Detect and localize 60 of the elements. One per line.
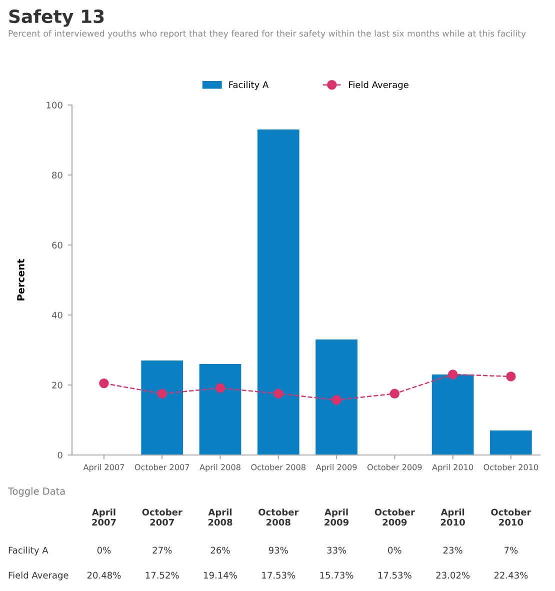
x-tick-label: April 2008 <box>200 464 240 472</box>
x-tick-label: October 2008 <box>251 464 306 470</box>
y-tick-label: 80 <box>52 172 62 179</box>
legend-label: Facility A <box>229 81 269 90</box>
bar <box>141 360 184 455</box>
data-label: 23% <box>443 546 462 554</box>
data-label: 19.14% <box>204 572 237 579</box>
x-tick-label: October 2007 <box>134 464 190 470</box>
category-label: April 2008 <box>208 508 232 526</box>
bar <box>432 374 474 455</box>
chart-title: Safety 13 <box>9 9 104 27</box>
x-tick-label: April 2010 <box>432 464 473 472</box>
data-label: 27% <box>152 546 172 554</box>
point <box>332 395 342 405</box>
category-label: October 2010 <box>491 508 532 526</box>
data-label: 17.53% <box>378 572 412 579</box>
point <box>448 370 458 380</box>
category-label: April 2010 <box>440 508 465 526</box>
data-label: 17.53% <box>262 572 296 579</box>
x-tick-label: April 2009 <box>316 464 357 472</box>
category-label: October 2007 <box>142 508 182 526</box>
bar <box>199 364 242 455</box>
point <box>506 372 516 382</box>
data-label: 22.43% <box>494 572 528 579</box>
data-label: 15.73% <box>320 572 354 579</box>
category-label: October 2009 <box>374 508 415 526</box>
legend-label: Field Average <box>349 81 408 90</box>
data-label: 7% <box>504 546 518 554</box>
category-label: April 2009 <box>324 508 349 526</box>
y-tick-label: 40 <box>52 312 62 319</box>
data-label: 20.48% <box>87 572 121 579</box>
y-tick-label: 60 <box>52 242 62 249</box>
y-tick-label: 0 <box>58 452 62 459</box>
category-label: April 2007 <box>92 508 116 526</box>
data-label: 93% <box>268 546 288 554</box>
data-label: 0% <box>388 546 402 554</box>
point <box>390 388 400 399</box>
x-tick-label: October 2010 <box>484 464 538 470</box>
text: Facility A <box>8 546 48 556</box>
data-label: 23.02% <box>436 572 470 579</box>
bar <box>490 430 532 455</box>
text: Field Average <box>8 572 68 580</box>
point <box>215 383 226 393</box>
x-tick-label: April 2007 <box>83 464 124 472</box>
bar <box>257 130 300 455</box>
bar <box>316 340 358 455</box>
data-label: 0% <box>97 546 111 554</box>
chart-subtitle: Percent of interviewed youths who report that they feared for their safety within the last six months while at this facility <box>8 30 526 38</box>
category-label: October 2008 <box>258 508 299 526</box>
y-tick-label: 20 <box>52 382 62 389</box>
point <box>99 378 109 388</box>
text: Toggle Data <box>8 487 65 497</box>
y-axis-title: Percent <box>17 259 24 300</box>
data-label: 33% <box>327 546 346 554</box>
point <box>274 388 284 399</box>
y-tick-label: 100 <box>46 102 62 109</box>
point <box>157 388 167 399</box>
data-label: 17.52% <box>146 572 179 579</box>
data-label: 26% <box>210 546 230 554</box>
x-tick-label: October 2009 <box>367 464 422 470</box>
